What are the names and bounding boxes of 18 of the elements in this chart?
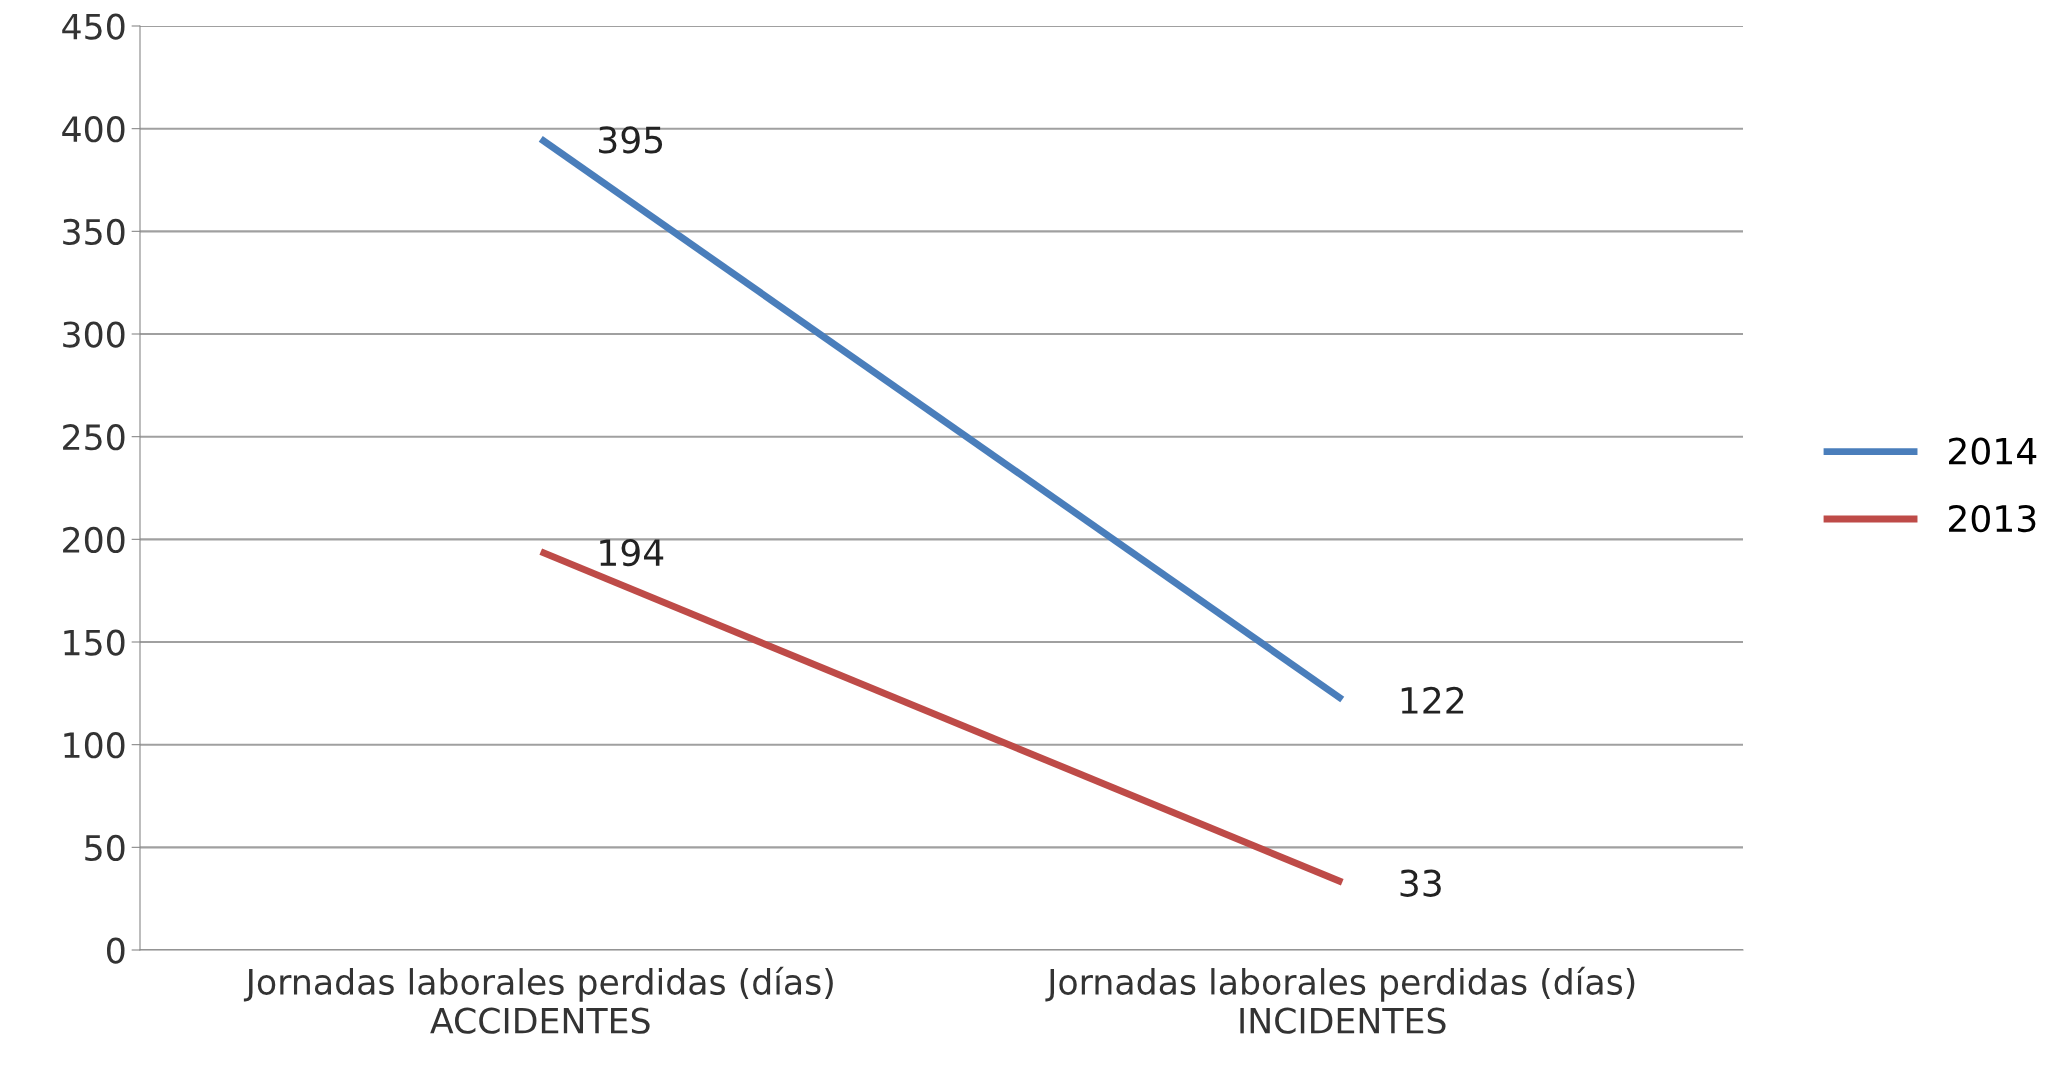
y-tick-label: 100 (64, 732, 125, 759)
y-tick-label: 300 (63, 321, 125, 348)
data-label: 395 (599, 126, 663, 154)
y-tick-label: 350 (63, 218, 125, 246)
legend-label: 2013 (1949, 504, 2036, 533)
y-tick-label: 400 (62, 116, 125, 143)
data-label: 122 (1401, 686, 1464, 714)
x-tick-label: Jornadas laborales perdidas (días) ACCIDENTES (243, 966, 833, 1034)
y-tick-label: 150 (64, 629, 125, 656)
y-tick-label: 0 (107, 937, 125, 964)
y-tick-label: 200 (63, 526, 125, 554)
y-tick-label: 250 (63, 424, 125, 451)
data-label: 194 (600, 538, 664, 567)
y-tick-label: 450 (62, 13, 125, 40)
data-label: 33 (1400, 869, 1441, 897)
y-tick-label: 50 (85, 834, 125, 862)
legend-label: 2014 (1949, 437, 2037, 465)
x-tick-label: Jornadas laborales perdidas (días) INCIDENTES (1045, 966, 1635, 1034)
